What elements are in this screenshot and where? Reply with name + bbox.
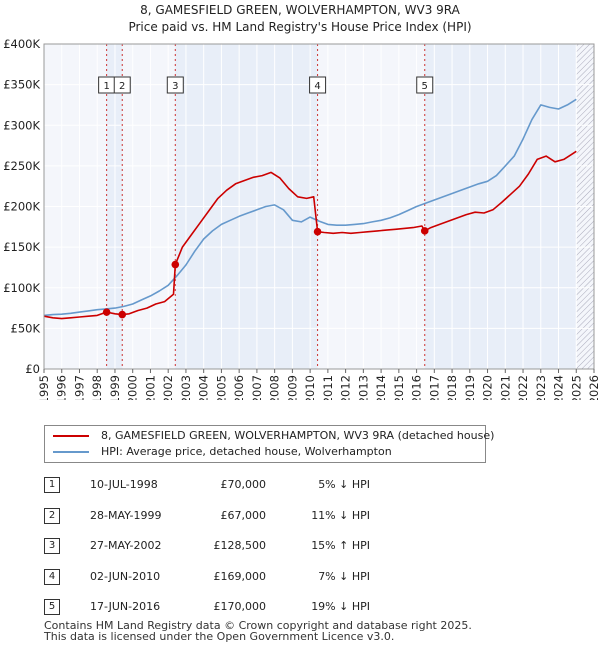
y-tick-label: £100K — [3, 281, 40, 295]
sale-marker-box — [309, 76, 327, 94]
footer: Contains HM Land Registry data © Crown c… — [44, 620, 472, 642]
x-tick-label: 2009 — [285, 375, 299, 400]
legend-label-hpi: HPI: Average price, detached house, Wolv… — [101, 445, 392, 458]
x-tick-label: 2017 — [427, 375, 441, 400]
x-tick-label: 2001 — [143, 375, 157, 400]
x-tick-label: 2018 — [445, 375, 459, 400]
legend-item-hpi: HPI: Average price, detached house, Wolv… — [53, 444, 392, 460]
x-tick-label: 1999 — [108, 375, 122, 400]
legend-swatch-property — [53, 435, 89, 437]
x-tick-label: 2010 — [303, 375, 317, 400]
sale-marker-label: 2 — [119, 81, 125, 92]
x-tick-label: 2026 — [587, 375, 600, 400]
chart-title-line-2: Price paid vs. HM Land Registry's House … — [128, 20, 472, 34]
sale-hpi-diff: 19% ↓ HPI — [311, 600, 370, 613]
sale-marker-box — [166, 76, 184, 94]
sale-price: £128,500 — [213, 539, 267, 552]
sale-number-badge: 3 — [44, 538, 60, 554]
sale-date: 27-MAY-2002 — [90, 539, 162, 552]
sale-point — [118, 310, 127, 319]
sale-number-badge: 2 — [44, 507, 60, 524]
sale-point — [420, 227, 429, 235]
x-tick-label: 2013 — [356, 375, 370, 400]
plot-frame — [43, 43, 595, 370]
sale-marker-label: 5 — [422, 81, 428, 92]
sale-marker-label: 3 — [172, 81, 178, 92]
sale-marker-box — [416, 76, 434, 94]
legend-item-property: 8, GAMESFIELD GREEN, WOLVERHAMPTON, WV3 … — [53, 428, 494, 444]
sale-number-badge: 1 — [44, 477, 60, 493]
x-tick-label: 2019 — [463, 375, 477, 400]
sale-hpi-diff: 11% ↓ HPI — [311, 508, 370, 522]
x-tick-label: 2023 — [534, 375, 548, 400]
x-tick-label: 2025 — [569, 375, 583, 400]
sale-number-badge: 4 — [44, 568, 60, 585]
sale-price: £70,000 — [220, 478, 267, 491]
x-tick-label: 2000 — [126, 375, 140, 400]
hpi-line — [43, 98, 577, 317]
chart-title-line-1: 8, GAMESFIELD GREEN, WOLVERHAMPTON, WV3 … — [140, 3, 460, 17]
x-tick-label: 2021 — [498, 375, 512, 400]
x-tick-label: 2006 — [232, 375, 246, 400]
sale-point — [102, 308, 111, 316]
sale-row: 4 02-JUN-2010 £169,000 7% ↓ HPI — [44, 564, 444, 595]
sale-date: 28-MAY-1999 — [90, 508, 162, 522]
sale-hpi-diff: 5% ↓ HPI — [318, 478, 370, 491]
legend: 8, GAMESFIELD GREEN, WOLVERHAMPTON, WV3 … — [44, 425, 494, 463]
x-tick-label: 2004 — [197, 375, 211, 400]
y-tick-label: £50K — [11, 321, 41, 335]
sale-number-badge: 5 — [44, 599, 60, 615]
legend-label-property: 8, GAMESFIELD GREEN, WOLVERHAMPTON, WV3 … — [101, 429, 495, 442]
sale-row: 1 10-JUL-1998 £70,000 5% ↓ HPI — [44, 472, 444, 503]
sale-point — [313, 227, 322, 236]
y-tick-label: £400K — [3, 37, 40, 51]
sale-marker-label: 1 — [103, 81, 109, 92]
x-tick-label: 2020 — [481, 375, 495, 400]
sale-date: 02-JUN-2010 — [90, 569, 161, 583]
sale-hpi-diff: 7% ↓ HPI — [318, 569, 370, 583]
x-tick-label: 1997 — [72, 375, 86, 400]
sale-date: 10-JUL-1998 — [90, 478, 158, 491]
x-tick-label: 2008 — [268, 375, 282, 400]
y-tick-label: £300K — [3, 118, 40, 132]
x-tick-label: 2015 — [392, 375, 406, 400]
x-tick-label: 2024 — [552, 375, 566, 400]
x-tick-label: 2003 — [179, 375, 193, 400]
sales-table: 1 10-JUL-1998 £70,000 5% ↓ HPI 2 28-MAY-… — [44, 472, 444, 625]
sale-marker-box — [113, 76, 131, 94]
sale-row: 5 17-JUN-2016 £170,000 19% ↓ HPI — [44, 594, 444, 625]
sale-marker-label: 4 — [314, 81, 320, 92]
x-tick-label: 2014 — [374, 375, 388, 400]
sale-price: £169,000 — [213, 569, 267, 583]
x-tick-label: 2011 — [321, 375, 335, 400]
x-tick-label: 2022 — [516, 375, 530, 400]
y-tick-label: £150K — [3, 240, 40, 254]
y-tick-label: £350K — [3, 78, 40, 92]
x-tick-label: 2002 — [161, 375, 175, 400]
y-tick-label: £0 — [25, 362, 40, 376]
footer-copyright: Contains HM Land Registry data © Crown c… — [44, 619, 472, 632]
property-price-line — [43, 150, 577, 320]
x-tick-label: 1998 — [90, 375, 104, 400]
sale-row: 3 27-MAY-2002 £128,500 15% ↑ HPI — [44, 533, 444, 564]
x-tick-label: 2007 — [250, 375, 264, 400]
x-tick-label: 2012 — [339, 375, 353, 400]
sale-date: 17-JUN-2016 — [90, 600, 161, 613]
x-tick-label: 1995 — [37, 375, 51, 400]
x-tick-label: 2005 — [214, 375, 228, 400]
sale-price: £170,000 — [213, 600, 267, 613]
x-tick-label: 2016 — [410, 375, 424, 400]
sale-point — [171, 260, 180, 269]
chart-title: 8, GAMESFIELD GREEN, WOLVERHAMPTON, WV3 … — [0, 2, 600, 36]
legend-swatch-hpi — [53, 451, 89, 453]
x-tick-label: 1996 — [55, 375, 69, 400]
sale-hpi-diff: 15% ↑ HPI — [311, 539, 370, 552]
sale-row: 2 28-MAY-1999 £67,000 11% ↓ HPI — [44, 503, 444, 534]
footer-licence: This data is licensed under the Open Gov… — [44, 630, 395, 643]
sale-price: £67,000 — [220, 508, 267, 522]
y-tick-label: £200K — [3, 200, 40, 214]
y-tick-label: £250K — [3, 159, 40, 173]
